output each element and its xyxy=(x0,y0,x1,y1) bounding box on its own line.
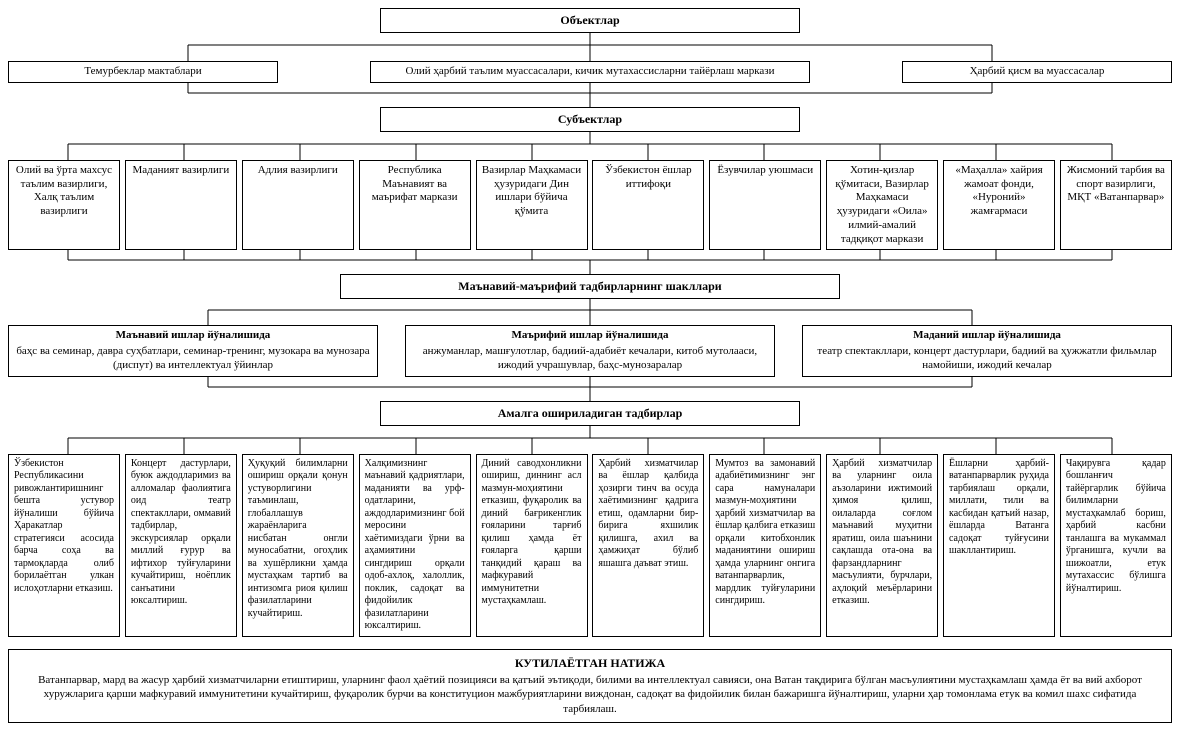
connector-l1b xyxy=(8,83,1172,107)
connector-l1 xyxy=(8,33,1172,61)
result-box: КУТИЛАЁТГАН НАТИЖА Ватанпарвар, мард ва … xyxy=(8,649,1172,723)
l3-child-1-title: Маърифий ишлар йўналишида xyxy=(411,329,769,343)
result-title: КУТИЛАЁТГАН НАТИЖА xyxy=(21,656,1159,672)
l4-child-9: Чақирувга қадар бошланғич тайёргарлик бў… xyxy=(1060,454,1172,637)
l2-child-9: Жисмоний тарбия ва спорт вазирлиги, МҚТ … xyxy=(1060,160,1172,251)
l2-child-4: Вазирлар Маҳкамаси ҳузуридаги Дин ишлари… xyxy=(476,160,588,251)
l2-child-8: «Маҳалла» хайрия жамоат фонди, «Нуроний»… xyxy=(943,160,1055,251)
l4-child-4: Диний саводхонликни ошириш, диннинг асл … xyxy=(476,454,588,637)
l2-child-6: Ёзувчилар уюшмаси xyxy=(709,160,821,251)
l4-child-1: Концерт дастурлари, буюк аждодларимиз ва… xyxy=(125,454,237,637)
l3-child-1: Маърифий ишлар йўналишида анжуманлар, ма… xyxy=(405,325,775,376)
l1-child-1: Олий ҳарбий таълим муассасалари, кичик м… xyxy=(370,61,810,83)
l3-child-0-text: баҳс ва семинар, давра суҳбатлари, семин… xyxy=(16,345,369,371)
l4-child-2: Ҳуқуқий билимларни ошириш орқали қонун у… xyxy=(242,454,354,637)
level1-title: Объектлар xyxy=(380,8,800,33)
level3-title: Маънавий-маърифий тадбирларнинг шакллари xyxy=(340,274,840,299)
l4-child-8: Ёшларни ҳарбий-ватанпарварлик руҳида тар… xyxy=(943,454,1055,637)
l3-child-0: Маънавий ишлар йўналишида баҳс ва семина… xyxy=(8,325,378,376)
l2-child-1: Маданият вазирлиги xyxy=(125,160,237,251)
l3-child-2-text: театр спектакллари, концерт дастурлари, … xyxy=(817,345,1156,371)
l2-child-3: Республика Маънавият ва маърифат маркази xyxy=(359,160,471,251)
l4-child-7: Ҳарбий хизматчилар ва уларнинг оила аъзо… xyxy=(826,454,938,637)
result-text: Ватанпарвар, мард ва жасур ҳарбий хизмат… xyxy=(38,674,1142,715)
l3-child-0-title: Маънавий ишлар йўналишида xyxy=(14,329,372,343)
l4-child-6: Мумтоз ва замонавий адабиётимизнинг энг … xyxy=(709,454,821,637)
l4-child-5: Ҳарбий хизматчилар ва ёшлар қалбида ҳози… xyxy=(592,454,704,637)
level2-title: Субъектлар xyxy=(380,107,800,132)
connector-l3b xyxy=(8,377,1172,401)
l4-child-0: Ўзбекистон Республикасини ривожлантиришн… xyxy=(8,454,120,637)
l1-child-2: Ҳарбий қисм ва муассасалар xyxy=(902,61,1172,83)
level4-title: Амалга ошириладиган тадбирлар xyxy=(380,401,800,426)
l4-child-3: Халқимизнинг маънавий қадриятлари, мадан… xyxy=(359,454,471,637)
connector-l4 xyxy=(8,426,1172,454)
connector-l3 xyxy=(8,299,1172,325)
l2-child-0: Олий ва ўрта махсус таълим вазирлиги, Ха… xyxy=(8,160,120,251)
l2-child-5: Ўзбекистон ёшлар иттифоқи xyxy=(592,160,704,251)
l1-child-0: Темурбеклар мактаблари xyxy=(8,61,278,83)
l2-child-2: Адлия вазирлиги xyxy=(242,160,354,251)
connector-l2b xyxy=(8,250,1172,274)
org-chart: Объектлар Темурбеклар мактаблари Олий ҳа… xyxy=(8,8,1172,723)
connector-l2 xyxy=(8,132,1172,160)
l3-child-1-text: анжуманлар, машғулотлар, бадиий-адабиёт … xyxy=(423,345,757,371)
l3-child-2: Маданий ишлар йўналишида театр спектаклл… xyxy=(802,325,1172,376)
l3-child-2-title: Маданий ишлар йўналишида xyxy=(808,329,1166,343)
l2-child-7: Хотин-қизлар қўмитаси, Вазирлар Маҳкамас… xyxy=(826,160,938,251)
